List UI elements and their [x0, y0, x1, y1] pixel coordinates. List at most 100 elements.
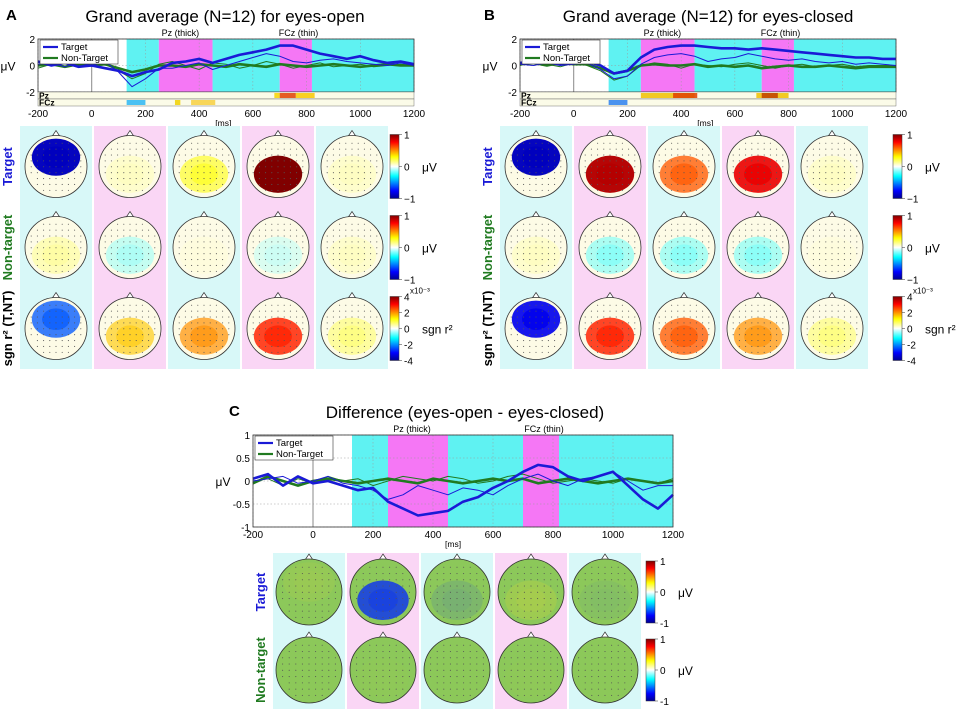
electrode — [745, 166, 747, 168]
electrode — [148, 264, 150, 267]
electrode — [222, 148, 224, 150]
electrode — [67, 345, 69, 348]
electrode — [265, 351, 267, 353]
electrode — [850, 172, 852, 174]
electrode — [315, 610, 317, 612]
electrode — [289, 166, 291, 168]
electrode — [702, 322, 704, 324]
electrode — [825, 334, 827, 336]
electrode — [154, 241, 156, 243]
electrode — [537, 644, 539, 646]
electrode — [258, 172, 260, 174]
electrode — [104, 253, 106, 255]
electrode — [296, 166, 298, 168]
electrode — [689, 142, 691, 144]
electrode — [277, 270, 279, 272]
electrode — [831, 316, 833, 318]
electrode — [308, 663, 310, 665]
electrode — [456, 676, 458, 678]
electrode — [763, 142, 765, 144]
electrode — [436, 669, 438, 671]
electrode — [43, 160, 45, 162]
electrode — [745, 264, 747, 267]
electrode — [751, 351, 753, 353]
electrode — [611, 669, 613, 671]
electrode — [369, 610, 371, 612]
electrode — [154, 316, 156, 318]
electrode — [389, 598, 391, 600]
electrode — [617, 598, 619, 600]
electrode — [456, 598, 458, 600]
electrode — [456, 669, 458, 671]
electrode — [289, 322, 291, 324]
electrode — [702, 253, 704, 255]
electrode — [369, 663, 371, 665]
electrode — [732, 253, 734, 255]
electrode — [302, 328, 304, 330]
electrode — [301, 572, 303, 575]
electrode — [369, 591, 371, 593]
electrode — [203, 340, 205, 342]
electrode — [302, 322, 304, 324]
series-line-nontarget — [519, 61, 896, 81]
electrode — [36, 322, 38, 324]
electrode — [547, 310, 549, 312]
electrode — [277, 183, 279, 186]
electrode — [296, 172, 298, 174]
electrode — [547, 178, 549, 180]
electrode — [141, 178, 143, 180]
electrode — [191, 270, 193, 272]
electrode — [530, 579, 532, 581]
panel-a: A Grand average (N=12) for eyes-open -20… — [0, 7, 453, 369]
electrode — [537, 604, 539, 606]
electrode — [611, 676, 613, 678]
electrode — [265, 316, 267, 318]
electrode — [547, 334, 549, 336]
electrode — [621, 253, 623, 255]
electrode — [615, 172, 617, 174]
electrode — [529, 310, 531, 312]
electrode — [135, 160, 137, 162]
electrode — [683, 166, 685, 168]
electrode — [554, 247, 556, 249]
electrode — [634, 154, 636, 156]
electrode — [110, 334, 112, 336]
activation-core — [190, 163, 218, 186]
electrode — [621, 183, 623, 186]
electrode — [541, 270, 543, 272]
electrode — [604, 566, 606, 568]
electrode — [67, 183, 69, 186]
electrode — [203, 229, 205, 231]
electrode — [769, 183, 771, 186]
electrode — [339, 304, 341, 306]
nose — [378, 631, 388, 639]
electrode — [819, 270, 821, 272]
electrode — [535, 328, 537, 330]
scalp-map — [652, 291, 716, 360]
electrode — [621, 142, 623, 144]
electrode — [550, 579, 552, 581]
electrode — [61, 270, 63, 272]
electrode — [825, 178, 827, 180]
electrode — [529, 160, 531, 162]
activation-blob — [105, 155, 155, 193]
electrode — [535, 345, 537, 348]
electrode — [843, 189, 845, 191]
electrode — [550, 669, 552, 671]
electrode — [806, 241, 808, 243]
electrode — [590, 310, 592, 312]
electrode — [763, 345, 765, 348]
electrode — [191, 183, 193, 186]
scalp-map — [246, 291, 310, 360]
electrode — [74, 229, 76, 231]
electrode — [389, 676, 391, 678]
electrode — [363, 328, 365, 330]
electrode — [363, 142, 365, 144]
electrode — [611, 579, 613, 581]
electrode — [141, 148, 143, 150]
electrode — [339, 334, 341, 336]
electrode — [843, 142, 845, 144]
electrode — [516, 154, 518, 156]
electrode — [615, 235, 617, 237]
electrode — [677, 322, 679, 324]
